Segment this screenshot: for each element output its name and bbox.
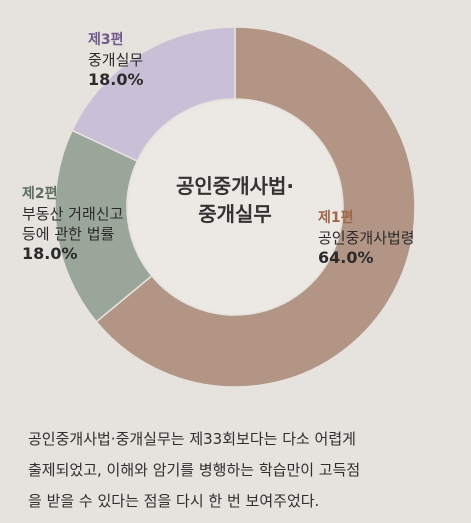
slice-label-part1: 제1편 공인중개사법령 64.0%: [318, 208, 415, 268]
donut-slice-part1: [95, 26, 416, 388]
slice-label-part2: 제2편 부동산 거래신고 등에 관한 법률 18.0%: [22, 184, 123, 264]
part2-percent: 18.0%: [22, 244, 78, 263]
caption-line-3: 을 받을 수 있다는 점을 다시 한 번 보여주었다.: [28, 492, 320, 510]
caption-line-2: 출제되었고, 이해와 암기를 병행하는 학습만이 고득점: [28, 461, 361, 479]
donut-slice-part3: [71, 26, 236, 163]
part1-name: 공인중개사법령: [318, 229, 415, 247]
center-title-line-1: 공인중개사법·: [176, 174, 294, 198]
part3-name: 중개실무: [88, 51, 144, 69]
part3-heading: 제3편: [88, 32, 124, 48]
part2-name-line-2: 등에 관한 법률: [22, 225, 115, 243]
donut-chart: 공인중개사법· 중개실무 제1편 공인중개사법령 64.0% 제2편 부동산 거…: [22, 26, 416, 388]
part2-name-line-1: 부동산 거래신고: [22, 205, 124, 223]
caption-paragraph: 공인중개사법·중개실무는 제33회보다는 다소 어렵게 출제되었고, 이해와 암…: [28, 424, 458, 517]
slice-label-part3: 제3편 중개실무 18.0%: [88, 30, 144, 90]
donut-hole: [128, 100, 342, 314]
center-title-line-2: 중개실무: [198, 202, 272, 226]
donut-svg: [54, 26, 416, 388]
part1-percent: 64.0%: [318, 248, 374, 267]
part3-percent: 18.0%: [88, 70, 144, 89]
part1-heading: 제1편: [318, 210, 354, 226]
part2-heading: 제2편: [22, 186, 58, 202]
chart-center-title: 공인중개사법· 중개실무: [150, 172, 320, 228]
caption-line-1: 공인중개사법·중개실무는 제33회보다는 다소 어렵게: [28, 430, 356, 448]
